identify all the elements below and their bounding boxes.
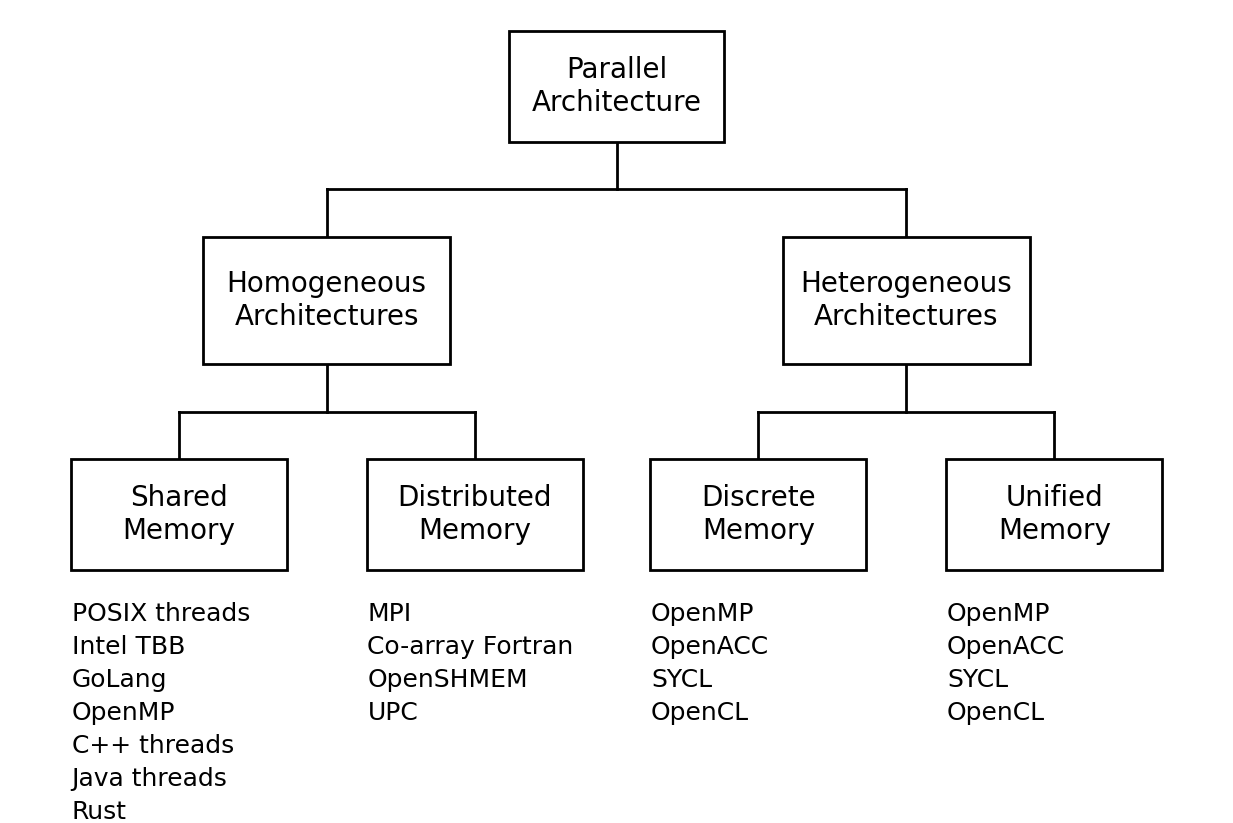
Text: SYCL: SYCL [947, 668, 1009, 692]
Text: Heterogeneous
Architectures: Heterogeneous Architectures [800, 270, 1012, 331]
FancyBboxPatch shape [70, 459, 286, 570]
Text: OpenMP: OpenMP [947, 602, 1051, 626]
Text: Java threads: Java threads [72, 767, 227, 791]
Text: POSIX threads: POSIX threads [72, 602, 250, 626]
FancyBboxPatch shape [203, 237, 450, 365]
Text: OpenSHMEM: OpenSHMEM [367, 668, 528, 692]
Text: OpenCL: OpenCL [947, 701, 1046, 725]
Text: Homogeneous
Architectures: Homogeneous Architectures [227, 270, 427, 331]
Text: OpenCL: OpenCL [651, 701, 750, 725]
Text: Distributed
Memory: Distributed Memory [397, 484, 552, 545]
Text: OpenACC: OpenACC [651, 635, 769, 659]
Text: Rust: Rust [72, 800, 127, 823]
FancyBboxPatch shape [783, 237, 1030, 365]
Text: Discrete
Memory: Discrete Memory [702, 484, 815, 545]
Text: UPC: UPC [367, 701, 418, 725]
Text: Unified
Memory: Unified Memory [997, 484, 1111, 545]
Text: SYCL: SYCL [651, 668, 713, 692]
Text: Intel TBB: Intel TBB [72, 635, 185, 659]
Text: Co-array Fortran: Co-array Fortran [367, 635, 573, 659]
FancyBboxPatch shape [508, 30, 724, 142]
Text: C++ threads: C++ threads [72, 734, 234, 758]
Text: OpenMP: OpenMP [72, 701, 175, 725]
FancyBboxPatch shape [651, 459, 866, 570]
Text: OpenMP: OpenMP [651, 602, 755, 626]
Text: GoLang: GoLang [72, 668, 166, 692]
Text: Parallel
Architecture: Parallel Architecture [531, 56, 702, 117]
Text: MPI: MPI [367, 602, 412, 626]
FancyBboxPatch shape [947, 459, 1161, 570]
Text: Shared
Memory: Shared Memory [122, 484, 236, 545]
FancyBboxPatch shape [367, 459, 582, 570]
Text: OpenACC: OpenACC [947, 635, 1065, 659]
